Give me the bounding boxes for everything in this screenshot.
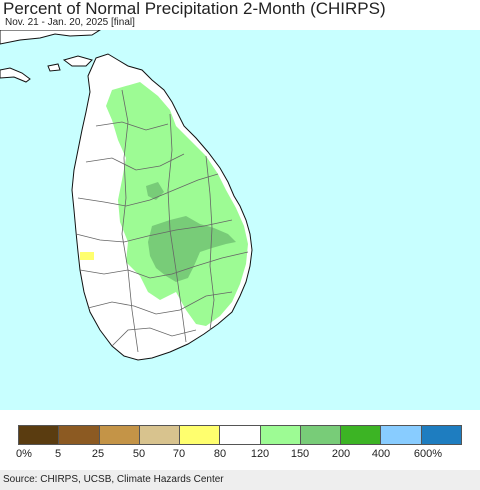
legend-tick: 5 [54,448,62,460]
legend-swatch [139,426,181,444]
color-legend [18,425,462,445]
legend-tick: 120 [250,448,270,460]
northern-islands-2 [47,63,61,72]
legend-swatch [341,426,382,444]
legend-tick: 25 [91,448,105,460]
legend-tick: 200 [331,448,351,460]
map-subtitle: Nov. 21 - Jan. 20, 2025 [final] [5,17,135,28]
legend-swatch [260,426,301,444]
source-footer: Source: CHIRPS, UCSB, Climate Hazards Ce… [0,470,480,490]
region-below-normal-70 [80,252,94,260]
source-text: Source: CHIRPS, UCSB, Climate Hazards Ce… [3,474,224,485]
legend-swatch [381,426,422,444]
legend-swatch [19,426,60,444]
legend-ticks: 0% 5 25 50 70 80 120 150 200 400 600% [0,448,480,462]
legend-tick: 50 [132,448,146,460]
region-above-normal-200-b [146,182,164,200]
legend-swatch [421,426,461,444]
region-above-normal-150 [106,82,248,326]
legend-tick: 70 [172,448,186,460]
legend-tick: 150 [290,448,310,460]
legend-swatch [180,426,221,444]
legend-tick: 400 [371,448,391,460]
legend-tick: 0% [16,448,32,460]
northern-islands [62,55,93,67]
legend-swatch [99,426,140,444]
sri-lanka-precipitation-map [0,30,480,410]
map-title: Percent of Normal Precipitation 2-Month … [3,0,386,18]
legend-tick: 600% [413,448,443,460]
india-coast [0,67,31,83]
legend-swatch [59,426,100,444]
legend-swatch [220,426,261,444]
legend-tick: 80 [213,448,227,460]
district-boundaries [75,89,249,353]
legend-swatch [300,426,342,444]
india-coast-2 [0,30,101,45]
